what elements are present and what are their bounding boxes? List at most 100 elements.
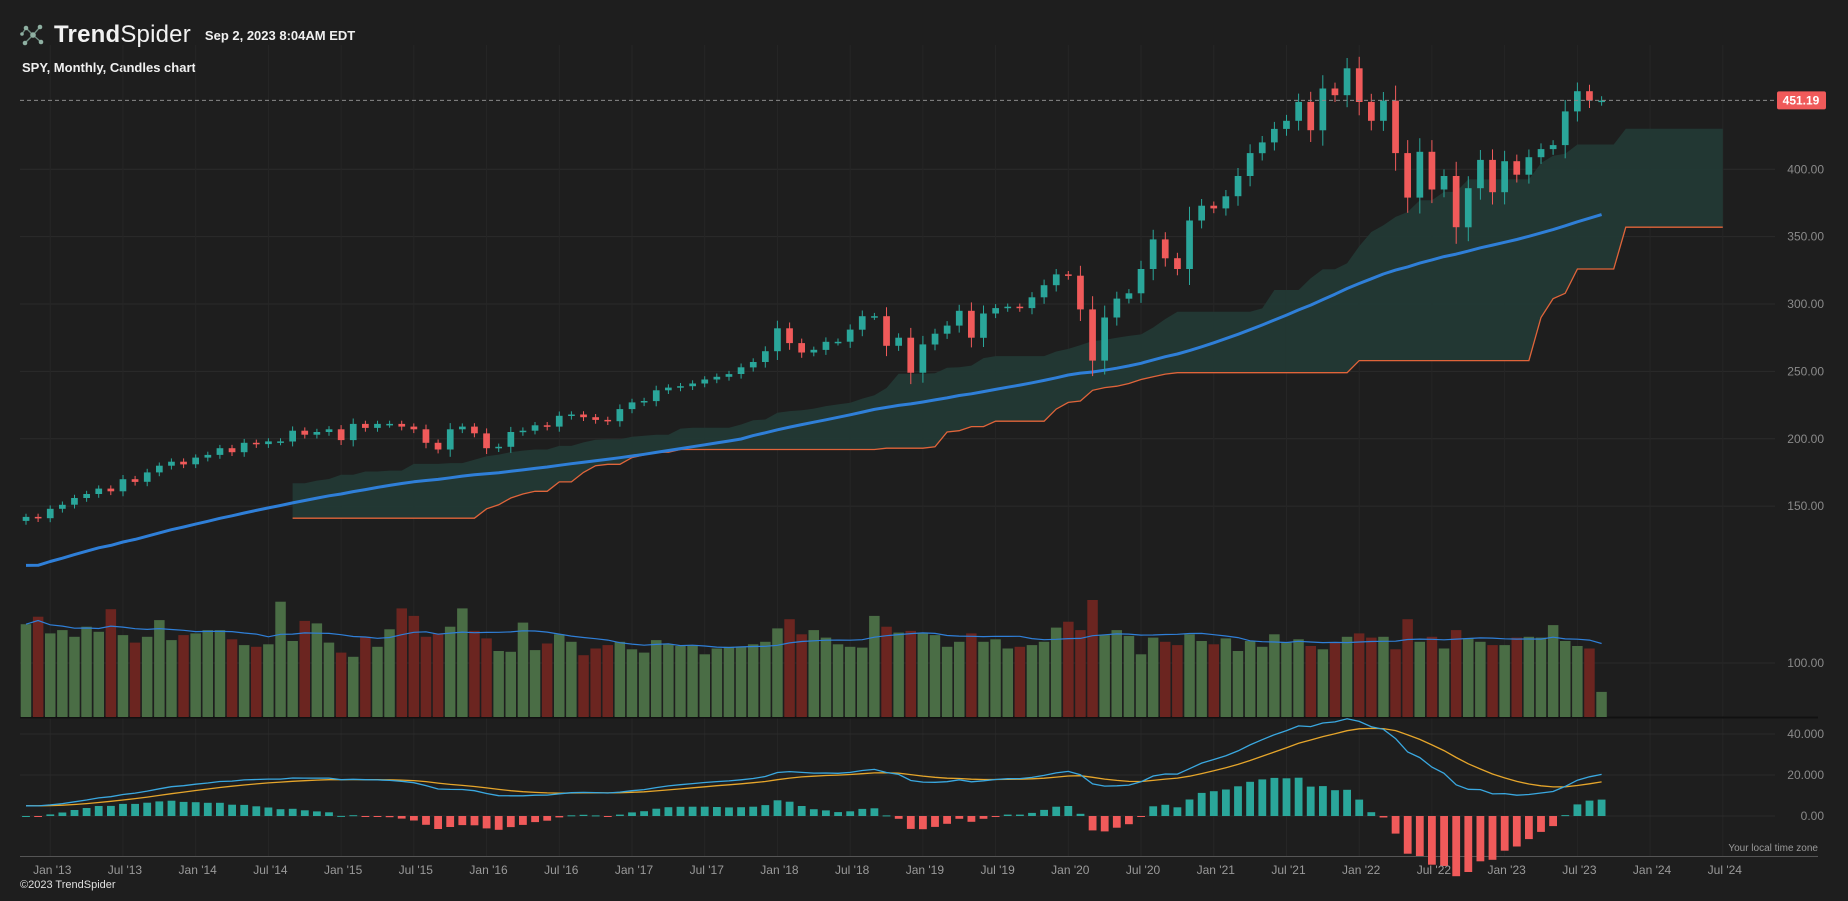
candle-body <box>798 343 805 353</box>
candle-body <box>1125 293 1133 299</box>
candle-body <box>349 423 357 441</box>
macd-histogram-bar <box>1428 816 1436 865</box>
candle-body <box>1149 239 1157 269</box>
volume-bar <box>1438 648 1450 717</box>
volume-bar <box>396 608 407 717</box>
candle-body <box>301 430 309 435</box>
macd-histogram-bar <box>34 816 42 817</box>
candle <box>252 439 260 448</box>
candle-body <box>786 328 793 344</box>
candle <box>362 420 369 432</box>
volume-bar <box>1341 636 1353 717</box>
candle-body <box>1549 145 1557 150</box>
candle <box>1464 176 1472 242</box>
macd-histogram-bar <box>22 816 30 817</box>
macd-panel <box>22 718 1606 877</box>
macd-histogram-bar <box>1319 786 1327 816</box>
candles[interactable] <box>22 56 1605 525</box>
volume-bar <box>1584 648 1595 717</box>
candle <box>980 305 987 347</box>
candle-body <box>640 401 648 403</box>
macd-histogram-bar <box>1052 806 1061 816</box>
time-tick: Jan '23 <box>1487 863 1526 877</box>
candle-body <box>846 329 854 342</box>
volume-bar <box>45 633 56 717</box>
candle <box>834 338 842 346</box>
volume-bar <box>1523 636 1535 717</box>
candle-body <box>1052 274 1060 286</box>
candle-body <box>46 508 54 519</box>
volume-bar <box>1160 641 1171 717</box>
candle-body <box>871 316 878 318</box>
macd-histogram-bar <box>397 816 406 819</box>
volume-bar <box>1560 641 1571 717</box>
volume-bar <box>699 654 710 717</box>
macd-histogram-bar <box>482 816 491 829</box>
macd-histogram-bar <box>543 816 552 821</box>
candle-body <box>1489 159 1496 193</box>
macd-histogram-bar <box>567 815 576 817</box>
macd-histogram-bar <box>870 808 879 816</box>
volume-bar <box>348 656 359 717</box>
candle <box>1161 232 1169 267</box>
macd-histogram-bar <box>119 803 127 816</box>
moving-average <box>25 213 1603 567</box>
candle-body <box>665 387 672 391</box>
macd-histogram-bar <box>264 807 273 816</box>
candle <box>289 426 296 447</box>
candle-body <box>1416 151 1424 198</box>
candle-body <box>713 376 721 380</box>
volume-bar <box>1329 642 1341 717</box>
candle-body <box>1355 68 1363 102</box>
candle-body <box>931 333 939 345</box>
volume-bar <box>505 651 516 717</box>
macd-histogram-bar <box>979 816 988 819</box>
candle-body <box>216 448 224 455</box>
macd-signal-line <box>26 727 1602 807</box>
candle-body <box>1077 275 1084 310</box>
candle <box>216 444 224 459</box>
candle <box>1574 82 1581 122</box>
volume-bar <box>238 645 250 717</box>
macd-histogram-bar <box>603 816 612 817</box>
candle-body <box>749 362 757 368</box>
candle-body <box>1464 188 1472 228</box>
candle-body <box>955 310 963 326</box>
macd-histogram-bar <box>967 816 976 822</box>
candle-body <box>725 374 733 377</box>
macd-histogram-bar <box>1452 816 1461 877</box>
candle-body <box>616 409 624 422</box>
volume-bar <box>372 646 383 717</box>
volume-bar <box>287 641 298 717</box>
candle-body <box>204 454 212 458</box>
candle-body <box>1428 151 1436 190</box>
candle-body <box>83 494 90 498</box>
candle-body <box>895 337 902 346</box>
candle-body <box>313 432 321 435</box>
macd-histogram-bar <box>1561 815 1570 817</box>
time-tick: Jul '17 <box>690 863 725 877</box>
macd-histogram-bar <box>1331 790 1339 816</box>
macd-histogram-bar <box>506 816 515 828</box>
macd-histogram-bar <box>58 812 67 816</box>
timezone-note: Your local time zone <box>1728 843 1818 854</box>
candle-body <box>1307 101 1315 131</box>
brand-name[interactable]: TrendSpider <box>54 21 191 49</box>
candle <box>1137 260 1145 303</box>
time-tick: Jan '18 <box>760 863 799 877</box>
volume-bar <box>214 630 226 717</box>
candle-body <box>907 337 915 373</box>
price-tick: 150.00 <box>1787 499 1824 513</box>
candle <box>871 312 878 320</box>
candle <box>1028 292 1036 315</box>
volume-bar <box>178 635 189 717</box>
candle <box>1598 96 1605 106</box>
candle <box>1113 291 1121 326</box>
volume-bar <box>1596 691 1607 717</box>
candle <box>1343 58 1351 108</box>
volume-bar <box>760 641 771 717</box>
macd-histogram-bar <box>82 808 91 816</box>
candle-body <box>1258 142 1266 154</box>
volume-bar <box>1002 648 1013 717</box>
